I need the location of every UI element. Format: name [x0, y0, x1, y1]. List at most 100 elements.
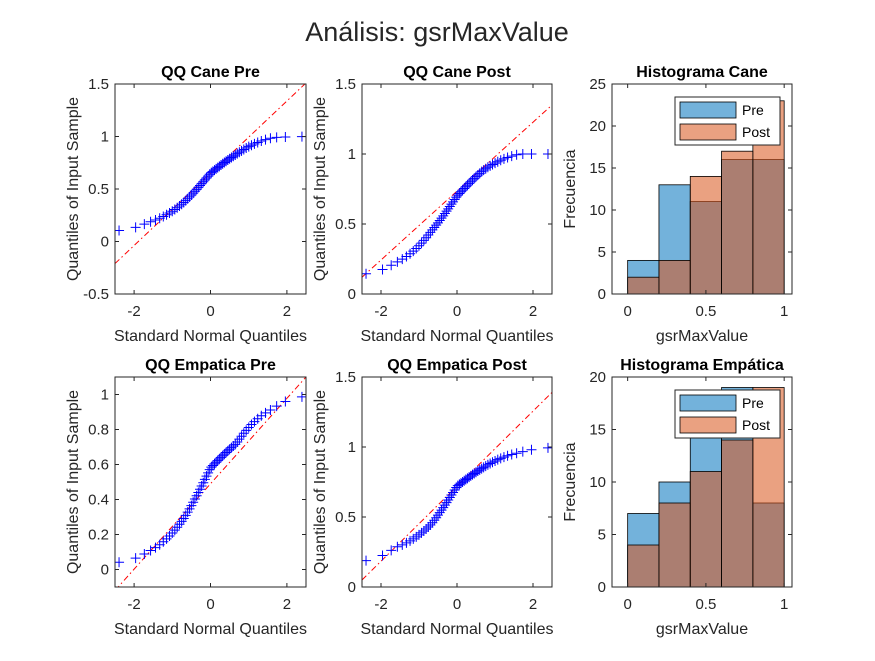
qq-0-point: [145, 216, 156, 227]
qq-0-point: [241, 143, 252, 154]
qq-4-plot-area: [362, 392, 552, 581]
hist-5-legend-swatch: [679, 416, 737, 434]
qq-1-point: [526, 149, 537, 159]
qq-3-xtick-label: 0: [206, 596, 214, 613]
qq-1-ytick-label: 1: [348, 146, 356, 163]
hist-2-xtick-label: 1: [780, 303, 788, 320]
qq-1-ytick-label: 1.5: [335, 76, 356, 93]
qq-4-point: [423, 521, 434, 532]
qq-4-point: [480, 461, 491, 472]
qq-3-ytick-label: 0.6: [88, 457, 109, 474]
qq-3-xlabel: Standard Normal Quantiles: [114, 621, 307, 638]
hist-5-legend-label: Pre: [742, 395, 764, 411]
hist-2-legend-label: Post: [742, 124, 770, 140]
qq-0-point: [115, 225, 125, 236]
qq-3-ytick-label: 1: [101, 387, 109, 404]
qq-1-xtick-label: -2: [374, 303, 387, 320]
qq-4-point: [482, 459, 493, 470]
qq-1-point: [482, 162, 493, 173]
qq-4-point: [439, 500, 450, 511]
hist-5-xlabel: gsrMaxValue: [656, 621, 748, 638]
qq-1-plot-area: [362, 104, 552, 279]
hist-5-legend-label: Post: [742, 417, 770, 433]
hist-5-xtick-label: 1: [780, 596, 788, 613]
hist-2-xtick-label: 0: [623, 303, 631, 320]
qq-0-point: [228, 151, 239, 162]
hist-2-legend: Pre Post: [674, 96, 781, 146]
qq-3-point: [139, 549, 150, 560]
qq-1-point: [511, 149, 522, 160]
qq-0-ytick-label: -0.5: [83, 286, 109, 303]
qq-1-point: [490, 158, 501, 169]
hist-5-title: Histograma Empática: [620, 357, 784, 374]
qq-4-point: [431, 512, 442, 523]
qq-1-point: [418, 235, 429, 246]
qq-1-xtick-label: 2: [529, 303, 537, 320]
qq-4-point: [487, 457, 498, 468]
qq-3-title: QQ Empatica Pre: [145, 357, 276, 374]
qq-3-ytick-label: 0: [101, 562, 109, 579]
qq-1-xlabel: Standard Normal Quantiles: [361, 328, 554, 345]
qq-3-point: [271, 401, 282, 412]
hist-2-xlabel: gsrMaxValue: [656, 328, 748, 345]
hist-2-legend-label: Pre: [742, 102, 764, 118]
qq-0-point: [164, 207, 175, 218]
qq-4-point: [427, 517, 438, 528]
qq-4-xtick-label: 2: [529, 596, 537, 613]
qq-4-point: [362, 555, 372, 566]
qq-4-point: [429, 515, 440, 526]
qq-0-point: [130, 222, 141, 233]
qq-0-plot-area: [115, 84, 306, 264]
qq-3-xtick-label: -2: [127, 596, 140, 613]
hist-5-xtick-label: 0.5: [695, 596, 716, 613]
qq-1-point: [502, 152, 513, 163]
qq-1-point: [487, 159, 498, 170]
hist-5-bar-post: [721, 439, 754, 587]
hist-5-ytick-label: 10: [589, 474, 606, 491]
qq-4-ytick-label: 1: [348, 439, 356, 456]
qq-4-point: [443, 495, 454, 506]
qq-4-point: [478, 462, 489, 473]
qq-0-point: [139, 219, 150, 230]
qq-0-axes-frame: [114, 83, 307, 295]
qq-4-point: [476, 463, 487, 474]
qq-4-point: [436, 505, 447, 516]
qq-1-point: [397, 254, 408, 265]
hist-5-legend-swatch: [679, 394, 737, 412]
qq-4-ytick-label: 0: [348, 579, 356, 596]
qq-4-point: [444, 492, 455, 503]
qq-0-panel: -2 0 2 -0.5 0 0.5 1 1.5 QQ Cane Pre Standard Norm…: [65, 64, 307, 345]
hist-2-bar-post: [689, 175, 722, 294]
qq-4-point: [413, 529, 424, 540]
qq-3-xtick-label: 2: [283, 596, 291, 613]
qq-3-point: [280, 396, 291, 407]
qq-0-ytick-label: 0: [101, 234, 109, 251]
qq-0-point: [232, 148, 243, 159]
qq-4-point: [421, 523, 432, 534]
qq-1-point: [411, 243, 422, 254]
qq-0-reference-line: [115, 84, 306, 264]
qq-4-point: [418, 525, 429, 536]
qq-0-point: [238, 144, 249, 155]
hist-2-legend-swatch: [679, 123, 737, 141]
qq-3-axes-frame: [114, 376, 307, 588]
qq-4-point: [392, 541, 403, 552]
qq-0-point: [236, 145, 247, 156]
qq-0-point: [260, 134, 271, 145]
qq-4-point: [526, 444, 537, 455]
qq-3-ylabel: Quantiles of Input Sample: [65, 390, 82, 574]
qq-0-xtick-label: -2: [127, 303, 140, 320]
qq-3-point: [230, 439, 241, 450]
hist-2-ytick-label: 5: [598, 244, 606, 261]
qq-4-point: [506, 449, 517, 460]
qq-4-point: [485, 458, 496, 469]
qq-1-xtick-label: 0: [453, 303, 461, 320]
qq-0-xtick-label: 2: [283, 303, 291, 320]
qq-4-title: QQ Empatica Post: [387, 357, 527, 374]
qq-3-point: [228, 440, 239, 451]
qq-4-point: [490, 455, 501, 466]
qq-0-ytick-label: 0.5: [88, 181, 109, 198]
